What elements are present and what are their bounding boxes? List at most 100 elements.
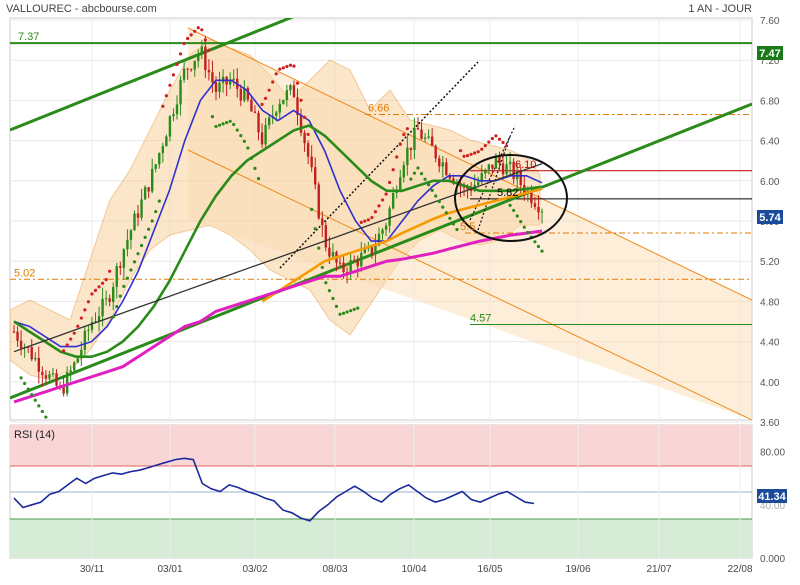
sar-dot — [504, 144, 509, 148]
candle-body — [147, 187, 150, 192]
dotted-trendline-short-2 — [477, 135, 511, 231]
candle-body — [264, 125, 267, 145]
candle-body — [122, 249, 126, 268]
sar-dot — [483, 144, 487, 148]
sar-dot — [125, 276, 129, 280]
sar-dot — [65, 343, 69, 347]
lower-trendline — [10, 102, 752, 400]
candle-body — [193, 60, 196, 70]
candle-body — [299, 115, 303, 133]
sar-dot — [139, 243, 144, 248]
x-tick-label: 21/07 — [646, 564, 671, 575]
candle-body — [204, 46, 207, 70]
candle-body — [462, 186, 466, 188]
candle-body — [501, 163, 505, 175]
sar-dot — [186, 36, 190, 41]
sar-dot — [118, 294, 122, 298]
rsi-y-tick-label: 80.00 — [760, 448, 785, 459]
candle-body — [44, 375, 48, 379]
sar-dot — [193, 29, 197, 33]
rsi-grid — [91, 425, 741, 558]
sar-dot — [302, 115, 307, 119]
candle-body — [161, 146, 165, 154]
candle-body — [19, 340, 23, 349]
candle-body — [349, 260, 352, 274]
candle-body — [250, 99, 253, 112]
ma-line — [13, 79, 543, 348]
candle-body — [94, 321, 97, 323]
last-price-tag — [757, 210, 783, 224]
sar-dot — [246, 146, 250, 150]
sar-dot — [395, 155, 399, 159]
level-label: 7.37 — [18, 31, 39, 43]
sar-dot — [93, 288, 98, 292]
sar-dot — [217, 123, 222, 127]
sar-dot — [490, 136, 494, 141]
sar-dot — [239, 134, 243, 138]
sar-dot — [154, 209, 158, 214]
candle-body — [285, 90, 289, 101]
sar-dot — [465, 153, 470, 158]
candle-body — [448, 174, 452, 179]
candle-body — [200, 46, 204, 54]
sar-dot — [295, 81, 300, 85]
candle-body — [399, 177, 402, 192]
candle-body — [87, 329, 90, 331]
candle-body — [172, 114, 175, 117]
sar-dot — [274, 72, 278, 76]
sar-dot — [338, 312, 342, 316]
candle-body — [494, 156, 498, 169]
candle-body — [239, 88, 242, 101]
candle-body — [402, 165, 405, 178]
sar-dot — [363, 219, 367, 223]
sar-dot — [235, 128, 239, 132]
sar-dot — [473, 151, 477, 155]
sar-dot — [221, 122, 225, 126]
level-label: 5.5 — [460, 221, 475, 233]
rsi-y-tick-label: 40.00 — [760, 501, 785, 512]
candle-body — [41, 371, 44, 376]
sar-dot — [271, 80, 275, 84]
sar-dot — [256, 176, 261, 181]
candle-body — [182, 68, 186, 80]
candle-body — [484, 169, 487, 174]
candle-body — [519, 171, 522, 185]
sar-dot — [412, 171, 417, 175]
candle-body — [438, 158, 441, 167]
candle-body — [338, 262, 342, 264]
candle-body — [487, 164, 491, 170]
sar-dot — [345, 310, 349, 314]
candle-body — [243, 88, 246, 101]
sar-dot — [100, 281, 105, 285]
candle-body — [352, 260, 356, 262]
candle-body — [445, 162, 448, 175]
candle-body — [62, 386, 65, 394]
sar-dot — [313, 227, 317, 231]
candle-body — [129, 230, 133, 240]
candle-body — [228, 80, 232, 85]
sar-dot — [427, 183, 431, 187]
candle-body — [76, 358, 79, 363]
sar-dot — [341, 311, 346, 315]
sar-dot — [370, 215, 374, 220]
candle-body — [540, 211, 544, 213]
rsi-y-tick-label: 0.000 — [760, 554, 785, 565]
candle-body — [512, 161, 515, 180]
candle-body — [289, 85, 292, 91]
sar-dot — [175, 62, 179, 66]
sar-dot — [79, 316, 83, 320]
sar-dot — [310, 207, 314, 211]
sar-dot — [501, 140, 505, 145]
sar-dot — [182, 41, 186, 46]
sar-dot — [33, 398, 37, 402]
candle-body — [108, 298, 111, 302]
candle-body — [360, 252, 363, 267]
candle-body — [257, 112, 260, 133]
sar-dot — [97, 285, 101, 289]
candle-body — [310, 156, 313, 168]
period-label: 1 AN - JOUR — [688, 3, 752, 15]
sar-dot — [437, 199, 441, 204]
candle-body — [466, 187, 469, 190]
sar-dot — [278, 67, 282, 71]
